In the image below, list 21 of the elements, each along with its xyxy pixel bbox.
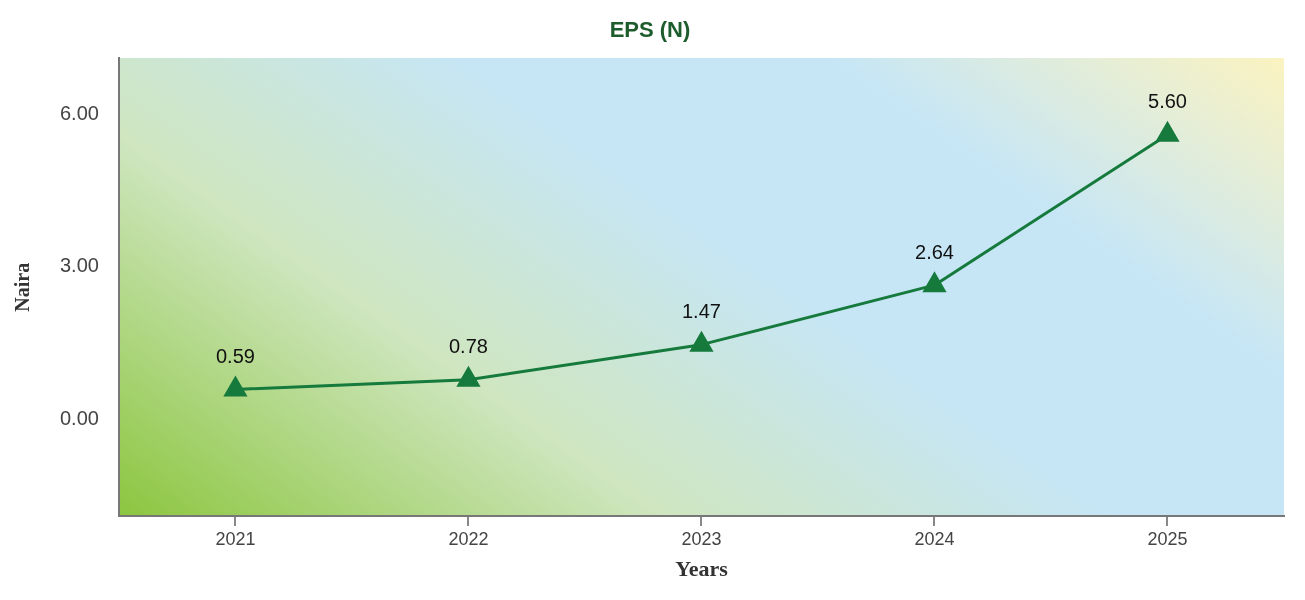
chart-title: EPS (N) (609, 17, 691, 43)
point (224, 376, 247, 397)
y-tick-label: 0.00 (59, 406, 99, 429)
data-label: 0.78 (448, 335, 488, 358)
y-tick-label: 3.00 (59, 254, 99, 277)
data-label: 5.60 (1148, 90, 1187, 113)
y-tick-label: 6.00 (59, 101, 99, 124)
x-tick-label: 2021 (215, 528, 256, 549)
point (923, 272, 946, 293)
x-tick-label: 2023 (681, 528, 722, 549)
x-tick-label: 2022 (448, 528, 489, 549)
point (1156, 122, 1179, 142)
x-tick-label: 2024 (914, 528, 955, 549)
x-tick-label: 2025 (1147, 528, 1188, 549)
y-axis-title: Naira (11, 262, 34, 312)
data-label: 1.47 (681, 300, 721, 323)
data-label: 2.64 (915, 240, 954, 263)
data-label: 0.59 (215, 344, 255, 367)
x-axis-title: Years (675, 556, 729, 582)
point (457, 367, 480, 387)
point (690, 332, 713, 352)
